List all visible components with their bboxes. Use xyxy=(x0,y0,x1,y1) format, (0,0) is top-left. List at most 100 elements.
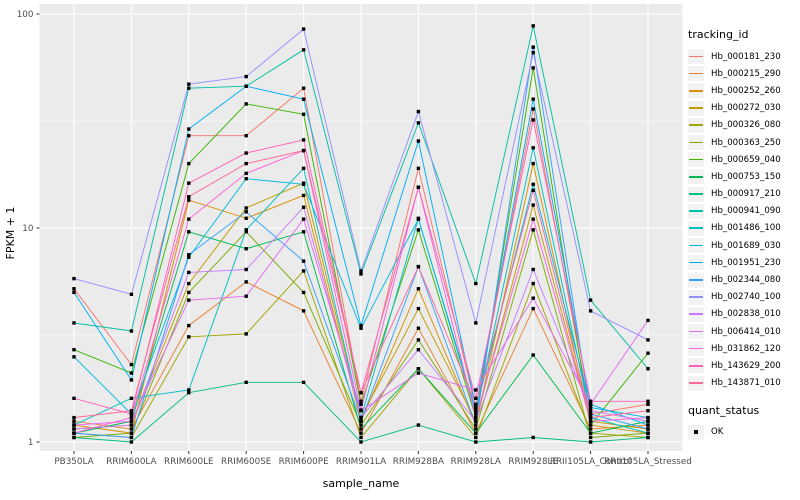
data-point-Hb_001689_030-RRII105LA_Control xyxy=(588,405,593,410)
y-tick-label-1: 1 xyxy=(28,438,34,448)
data-point-Hb_001689_030-RRIM928LE xyxy=(531,182,535,187)
data-point-Hb_002740_100-RRIM600LA xyxy=(129,292,134,296)
data-point-Hb_000272_030-RRIM600SE xyxy=(244,206,248,210)
data-point-Hb_002838_010-PB350LA xyxy=(72,427,76,431)
data-point-Hb_000363_250-RRIM928LA xyxy=(474,427,478,431)
data-point-Hb_006414_010-RRII105LA_Control xyxy=(588,402,593,407)
data-point-Hb_031862_120-RRIM901LA xyxy=(359,408,363,412)
data-point-Hb_000753_150-RRII105LA_Control xyxy=(588,431,593,435)
data-point-Hb_001689_030-PB350LA xyxy=(72,355,76,359)
data-point-Hb_143629_200-RRIM600LE xyxy=(187,181,191,185)
data-point-Hb_001689_030-RRIM600LE xyxy=(187,255,191,259)
legend-key-line xyxy=(689,382,703,384)
legend-item-label: Hb_000215_290 xyxy=(711,68,781,79)
legend-key-line xyxy=(689,158,703,161)
data-point-Hb_000326_080-RRIM600PE xyxy=(301,269,306,273)
data-point-Hb_000659_040-RRII105LA_Control xyxy=(588,423,593,427)
legend-item-Hb_001486_100: Hb_001486_100 xyxy=(688,220,798,237)
data-point-Hb_000941_090-RRIM600LE xyxy=(187,86,191,90)
data-point-Hb_000917_210-RRIM600SE xyxy=(244,380,248,385)
data-point-Hb_143629_200-RRII105LA_Stressed xyxy=(646,399,650,403)
data-point-Hb_000941_090-RRIM901LA xyxy=(359,272,363,276)
legend-key-icon xyxy=(688,203,704,219)
data-point-Hb_031862_120-RRII105LA_Stressed xyxy=(646,415,650,420)
legend-key-line xyxy=(689,364,703,367)
data-point-Hb_143629_200-RRIM928LA xyxy=(474,396,478,401)
data-point-Hb_143629_200-RRIM928BA xyxy=(416,185,421,189)
data-point-Hb_000659_040-RRIM600LE xyxy=(187,161,191,166)
data-point-Hb_001951_230-RRII105LA_Stressed xyxy=(646,423,650,427)
legend-key-line xyxy=(689,227,703,230)
legend-item-Hb_031862_120: Hb_031862_120 xyxy=(688,340,798,357)
data-point-Hb_000181_230-RRIM928LE xyxy=(531,107,535,111)
data-point-Hb_143629_200-RRIM600LA xyxy=(129,412,134,416)
legend-key-icon xyxy=(688,83,704,99)
x-axis-title: sample_name xyxy=(323,477,400,490)
legend-item-label: Hb_000917_210 xyxy=(711,189,781,200)
data-point-Hb_000917_210-RRIM901LA xyxy=(359,440,363,444)
x-tick-label-RRII105LA_Control: RRII105LA_Control xyxy=(550,457,632,467)
data-point-Hb_001486_100-RRIM928LA xyxy=(474,412,478,416)
data-point-Hb_000659_040-RRIM928LE xyxy=(531,66,535,70)
legend-item-Hb_000753_150: Hb_000753_150 xyxy=(688,168,798,185)
data-point-Hb_006414_010-RRIM600LE xyxy=(187,298,191,302)
legend-key-line xyxy=(689,210,703,212)
legend-item-Hb_000326_080: Hb_000326_080 xyxy=(688,117,798,134)
data-point-Hb_143629_200-RRIM600PE xyxy=(301,138,306,142)
data-point-Hb_000363_250-RRIM600PE xyxy=(301,290,306,295)
data-point-Hb_000252_260-RRIM928LE xyxy=(531,161,535,166)
data-point-Hb_000917_210-RRIM600LA xyxy=(129,440,134,444)
data-point-Hb_000181_230-RRIM600SE xyxy=(244,133,248,138)
data-point-Hb_002344_080-RRIM600PE xyxy=(301,259,306,263)
data-point-Hb_001951_230-RRIM928LE xyxy=(531,97,535,101)
x-tick-label-RRIM928BA: RRIM928BA xyxy=(393,457,444,467)
legend-item-label: OK xyxy=(711,427,724,438)
legend-item-Hb_143871_010: Hb_143871_010 xyxy=(688,375,798,392)
data-point-Hb_002838_010-RRIM600SE xyxy=(244,267,248,272)
legend-key-icon xyxy=(688,324,704,340)
data-point-Hb_000917_210-RRIM928LE xyxy=(531,435,535,440)
data-point-Hb_002740_100-RRIM928LA xyxy=(474,321,478,325)
data-point-Hb_143629_200-PB350LA xyxy=(72,396,76,401)
legend-item-label: Hb_001689_030 xyxy=(711,240,781,251)
x-tick-label-RRIM600SE: RRIM600SE xyxy=(221,457,271,467)
data-point-Hb_006414_010-PB350LA xyxy=(72,423,76,427)
data-point-Hb_000941_090-RRIM600LA xyxy=(129,329,134,333)
data-point-Hb_002344_080-RRIM901LA xyxy=(359,419,363,423)
legend-key-icon xyxy=(688,255,704,271)
legend-item-Hb_000272_030: Hb_000272_030 xyxy=(688,100,798,117)
data-point-Hb_031862_120-RRIM928LE xyxy=(531,217,535,221)
legend-item-label: Hb_000181_230 xyxy=(711,51,781,62)
legend-key-icon xyxy=(688,238,704,254)
legend-key-icon xyxy=(688,100,704,116)
legend-key-line xyxy=(689,296,703,298)
data-point-Hb_000272_030-RRIM928LE xyxy=(531,203,535,207)
legend-key-line xyxy=(689,124,703,126)
x-tick-label-RRII105LA_Stressed: RRII105LA_Stressed xyxy=(604,457,692,467)
data-point-Hb_000215_290-PB350LA xyxy=(72,419,76,423)
data-point-Hb_002838_010-RRIM600LE xyxy=(187,270,191,275)
legend-item-label: Hb_000252_260 xyxy=(711,85,781,96)
data-point-Hb_000941_090-RRIM928LA xyxy=(474,281,478,286)
legend-item-label: Hb_000941_090 xyxy=(711,206,781,217)
legend-item-Hb_000252_260: Hb_000252_260 xyxy=(688,82,798,99)
legend-key-line xyxy=(689,347,703,350)
data-point-Hb_000326_080-RRIM928LE xyxy=(531,281,535,286)
x-tick-label-RRIM928LE: RRIM928LE xyxy=(508,457,558,467)
data-point-Hb_001951_230-RRIM928BA xyxy=(416,139,421,143)
data-point-Hb_031862_120-RRIM928LA xyxy=(474,415,478,420)
data-point-Hb_006414_010-RRIM928LE xyxy=(531,296,535,300)
legend-item-label: Hb_000363_250 xyxy=(711,137,781,148)
data-point-Hb_000941_090-RRIM600PE xyxy=(301,48,306,52)
legend-key-icon xyxy=(688,358,704,374)
data-point-Hb_000181_230-RRIM901LA xyxy=(359,399,363,403)
legend-key-line xyxy=(689,279,703,281)
data-point-Hb_000181_230-RRIM600LE xyxy=(187,133,191,138)
data-point-Hb_006414_010-RRII105LA_Stressed xyxy=(646,318,650,323)
legend-item-label: Hb_006414_010 xyxy=(711,326,781,337)
data-point-Hb_006414_010-RRIM928LA xyxy=(474,388,478,392)
y-tick-label-100: 100 xyxy=(17,10,34,20)
legend-item-Hb_002344_080: Hb_002344_080 xyxy=(688,271,798,288)
x-tick-label-PB350LA: PB350LA xyxy=(54,457,93,467)
